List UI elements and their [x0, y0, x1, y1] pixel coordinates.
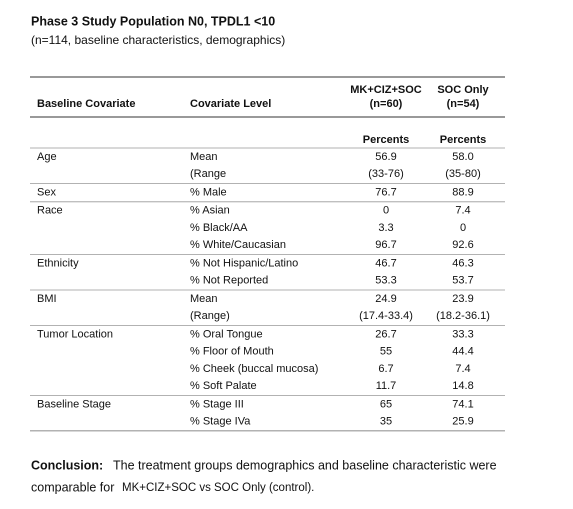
- covariate-level: % Asian: [190, 205, 230, 217]
- arm-unit: Percents: [363, 134, 409, 146]
- covariate: Race: [37, 205, 63, 217]
- cell: 53.3: [375, 275, 396, 287]
- covariate-level: % Stage III: [190, 398, 244, 410]
- cell: 7.4: [455, 205, 470, 217]
- cell: 6.7: [378, 363, 393, 375]
- cell: (33-76): [368, 168, 403, 180]
- arm-n: (n=54): [447, 98, 480, 110]
- covariate: Baseline Stage: [37, 398, 111, 410]
- covariate-level: % Not Hispanic/Latino: [190, 257, 298, 269]
- cell: 0: [460, 222, 466, 234]
- covariate-level: % Oral Tongue: [190, 328, 263, 340]
- conclusion-label: Conclusion:: [31, 458, 103, 472]
- covariate: Age: [37, 151, 57, 163]
- covariate-level: Mean: [190, 293, 218, 305]
- conclusion-text: The treatment groups demographics and ba…: [113, 458, 497, 472]
- cell: 58.0: [452, 151, 473, 163]
- cell: 55: [380, 346, 392, 358]
- arm-unit: Percents: [440, 134, 486, 146]
- covariate-level: % Not Reported: [190, 275, 268, 287]
- cell: 7.4: [455, 363, 470, 375]
- cell: 3.3: [378, 222, 393, 234]
- arm-name: MK+CIZ+SOC: [350, 84, 422, 96]
- cell: 53.7: [452, 275, 473, 287]
- cell: 46.3: [452, 257, 473, 269]
- cell: 24.9: [375, 293, 396, 305]
- conclusion-text: comparable for: [31, 480, 114, 494]
- covariate: BMI: [37, 293, 57, 305]
- cell: 33.3: [452, 328, 473, 340]
- conclusion-text: MK+CIZ+SOC vs SOC Only (control).: [122, 482, 314, 494]
- cell: (35-80): [445, 168, 480, 180]
- cell: 46.7: [375, 257, 396, 269]
- covariate-level: % Soft Palate: [190, 380, 257, 392]
- cell: 76.7: [375, 186, 396, 198]
- arm-name: SOC Only: [437, 84, 489, 96]
- covariate: Tumor Location: [37, 328, 113, 340]
- cell: (17.4-33.4): [359, 310, 413, 322]
- title: Phase 3 Study Population N0, TPDL1 <10: [31, 14, 275, 28]
- subtitle: (n=114, baseline characteristics, demogr…: [31, 33, 285, 47]
- cell: 92.6: [452, 239, 473, 251]
- column-header: Baseline Covariate: [37, 98, 135, 110]
- cell: 56.9: [375, 151, 396, 163]
- cell: 88.9: [452, 186, 473, 198]
- cell: 44.4: [452, 346, 473, 358]
- covariate-level: % Male: [190, 186, 227, 198]
- cell: 0: [383, 205, 389, 217]
- cell: 65: [380, 398, 392, 410]
- cell: 35: [380, 416, 392, 428]
- covariate-level: % Cheek (buccal mucosa): [190, 363, 318, 375]
- covariate-level: (Range): [190, 310, 230, 322]
- covariate-level: (Range: [190, 168, 226, 180]
- column-header: Covariate Level: [190, 98, 271, 110]
- cell: 23.9: [452, 293, 473, 305]
- covariate-level: % Stage IVa: [190, 416, 251, 428]
- covariate: Sex: [37, 186, 56, 198]
- cell: 96.7: [375, 239, 396, 251]
- cell: 25.9: [452, 416, 473, 428]
- arm-n: (n=60): [370, 98, 403, 110]
- cell: 74.1: [452, 398, 473, 410]
- covariate-level: % White/Caucasian: [190, 239, 286, 251]
- covariate-level: % Floor of Mouth: [190, 346, 274, 358]
- covariate-level: Mean: [190, 151, 218, 163]
- covariate-level: % Black/AA: [190, 222, 248, 234]
- covariate: Ethnicity: [37, 257, 79, 269]
- cell: 26.7: [375, 328, 396, 340]
- cell: 14.8: [452, 380, 473, 392]
- cell: 11.7: [376, 380, 397, 392]
- cell: (18.2-36.1): [436, 310, 490, 322]
